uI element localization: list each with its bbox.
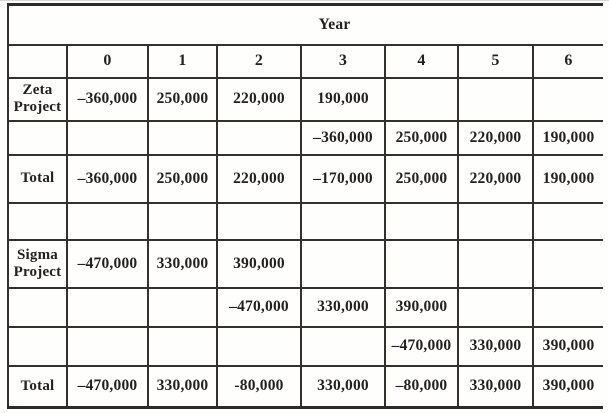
year-header-label: Year — [6, 3, 604, 46]
table-row — [7, 201, 604, 241]
value-cell — [457, 76, 534, 122]
value-cell — [147, 286, 218, 328]
value-cell: –470,000 — [384, 325, 459, 367]
value-cell — [457, 201, 534, 241]
value-cell — [147, 201, 218, 241]
value-cell: –170,000 — [300, 153, 386, 204]
row-label — [7, 286, 68, 328]
table-body: Zeta Project –360,000 250,000 220,000 190,00… — [7, 76, 604, 409]
value-cell — [147, 325, 218, 367]
value-cell: 250,000 — [147, 76, 218, 122]
value-cell: –470,000 — [66, 238, 149, 289]
table-row: Zeta Project –360,000 250,000 220,000 190,00… — [7, 76, 604, 122]
table-row: Total –470,000 330,000 -80,000 330,000 –80,00… — [7, 364, 604, 409]
value-cell: 330,000 — [147, 364, 218, 409]
value-cell — [216, 201, 302, 241]
value-cell — [384, 76, 459, 122]
value-cell: 190,000 — [531, 119, 604, 156]
value-cell: 190,000 — [531, 153, 604, 204]
value-cell — [66, 325, 149, 367]
value-cell — [531, 286, 604, 328]
value-cell: –360,000 — [66, 153, 149, 204]
value-cell — [457, 286, 534, 328]
value-cell: 220,000 — [216, 76, 302, 122]
value-cell — [66, 119, 149, 156]
value-cell — [216, 119, 302, 156]
column-header-year-2: 2 — [216, 43, 302, 79]
column-header-year-1: 1 — [147, 43, 218, 79]
row-label: Sigma Project — [7, 238, 68, 289]
value-cell — [147, 119, 218, 156]
value-cell — [66, 201, 149, 241]
value-cell: -80,000 — [216, 364, 302, 409]
column-header-year-6: 6 — [531, 43, 604, 79]
value-cell: –80,000 — [384, 364, 459, 409]
row-label — [7, 325, 68, 367]
value-cell: –470,000 — [66, 364, 149, 409]
value-cell: 190,000 — [300, 76, 386, 122]
value-cell — [457, 238, 534, 289]
column-header-year-5: 5 — [457, 43, 534, 79]
year-header-row: Year — [6, 3, 604, 46]
value-cell: 330,000 — [457, 325, 534, 367]
table-row: –360,000 250,000 220,000 190,000 — [7, 119, 604, 156]
column-header-year-0: 0 — [66, 43, 149, 79]
value-cell — [384, 201, 459, 241]
table-row: Total –360,000 250,000 220,000 –170,000 250,0… — [7, 153, 604, 204]
value-cell: 250,000 — [384, 153, 459, 204]
table-row: –470,000 330,000 390,000 — [7, 325, 604, 367]
value-cell: 220,000 — [457, 153, 534, 204]
value-cell: 390,000 — [531, 364, 604, 409]
value-cell: 220,000 — [216, 153, 302, 204]
value-cell: 390,000 — [216, 238, 302, 289]
table-row: Sigma Project –470,000 330,000 390,000 — [7, 238, 604, 289]
column-header-year-4: 4 — [384, 43, 459, 79]
value-cell: 330,000 — [457, 364, 534, 409]
row-label: Total — [7, 153, 68, 204]
value-cell — [384, 238, 459, 289]
corner-cell — [7, 43, 68, 79]
value-cell — [300, 201, 386, 241]
row-label — [7, 201, 68, 241]
table-row: –470,000 330,000 390,000 — [7, 286, 604, 328]
value-cell: 390,000 — [531, 325, 604, 367]
row-label: Zeta Project — [7, 76, 68, 122]
value-cell: 330,000 — [300, 286, 386, 328]
value-cell — [531, 201, 604, 241]
value-cell — [531, 238, 604, 289]
value-cell: 250,000 — [147, 153, 218, 204]
row-label: Total — [7, 364, 68, 409]
value-cell — [300, 325, 386, 367]
value-cell: –470,000 — [216, 286, 302, 328]
row-label — [7, 119, 68, 156]
value-cell: 390,000 — [384, 286, 459, 328]
value-cell: –360,000 — [66, 76, 149, 122]
column-header-year-3: 3 — [300, 43, 386, 79]
value-cell: 220,000 — [457, 119, 534, 156]
value-cell: 250,000 — [384, 119, 459, 156]
value-cell: 330,000 — [300, 364, 386, 409]
value-cell — [300, 238, 386, 289]
value-cell: –360,000 — [300, 119, 386, 156]
value-cell — [216, 325, 302, 367]
value-cell: 330,000 — [147, 238, 218, 289]
value-cell — [66, 286, 149, 328]
value-cell — [531, 76, 604, 122]
